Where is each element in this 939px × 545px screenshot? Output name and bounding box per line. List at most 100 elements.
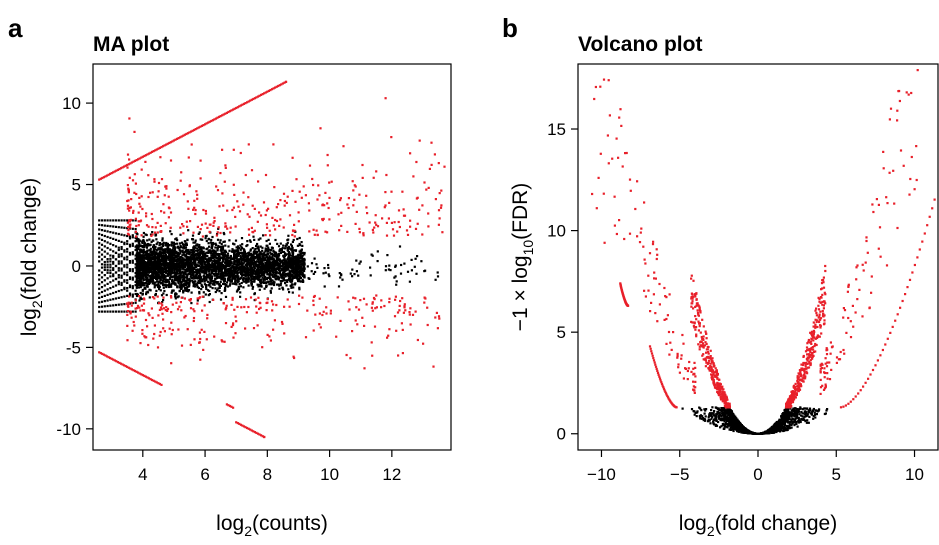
ma-point-nonsig [117,232,120,236]
ma-point-nonsig [219,280,222,283]
ma-point-nonsig [303,269,306,273]
ma-point-nonsig [209,279,212,282]
ma-point-nonsig [256,272,260,275]
ma-point-nonsig [143,287,146,290]
ma-point-sig [232,206,235,209]
ma-point-nonsig [148,253,151,257]
ma-point-nonsig [255,244,258,247]
ma-point-nonsig [100,243,104,246]
ma-point-sig [302,185,305,188]
ma-point-nonsig [208,257,211,260]
ma-point-nonsig [261,276,264,279]
ma-point-nonsig [219,284,222,287]
ma-point-nonsig [123,286,126,289]
ma-point-nonsig [213,280,216,283]
ma-point-nonsig [171,253,175,256]
ma-point-nonsig [286,280,289,283]
ma-point-nonsig [268,267,271,270]
ma-point-nonsig [294,273,298,276]
ma-point-sig [217,226,220,229]
ma-point-sig [126,207,129,210]
ma-point-nonsig [162,275,166,278]
ma-point-nonsig [247,255,250,258]
ma-point-nonsig [144,270,147,273]
ma-point-nonsig [139,279,142,282]
ma-point-sig [330,180,333,183]
ma-point-sig [260,434,263,437]
ma-point-nonsig [228,263,232,267]
ma-point-nonsig [234,279,237,282]
ma-point-nonsig [398,245,402,248]
ma-point-nonsig [194,275,197,278]
ma-point-nonsig [195,283,198,286]
ma-point-sig [288,305,291,308]
ma-point-nonsig [220,269,223,272]
ma-point-nonsig [232,263,235,266]
ma-point-nonsig [240,258,243,261]
ma-point-sig [198,331,201,334]
ma-point-nonsig [299,263,302,266]
ma-point-nonsig [202,291,205,294]
ma-point-nonsig [249,257,252,260]
ma-point-nonsig [235,275,238,278]
ma-point-nonsig [120,246,123,249]
ma-point-nonsig [230,279,233,283]
ma-point-sig [328,196,331,199]
ma-point-nonsig [161,279,164,282]
ma-point-nonsig [252,257,255,260]
ma-point-nonsig [103,245,106,248]
ma-point-nonsig [117,255,120,258]
ma-point-nonsig [164,263,167,266]
ma-point-nonsig [187,281,190,284]
ma-point-nonsig [112,275,115,278]
ma-point-nonsig [264,250,267,253]
ma-point-nonsig [257,259,260,262]
ma-point-sig [138,295,141,298]
ma-point-nonsig [112,260,115,264]
ma-point-nonsig [161,282,164,285]
ma-point-nonsig [269,273,272,276]
ma-point-sig [219,172,222,175]
ma-point-nonsig [263,278,266,281]
ma-point-nonsig [117,253,120,256]
ma-point-nonsig [193,277,196,280]
ma-point-sig [130,368,133,371]
ma-point-nonsig [269,249,272,252]
ma-point-nonsig [134,310,137,313]
ma-point-nonsig [291,253,295,256]
ma-point-nonsig [261,269,264,272]
ma-point-nonsig [250,277,253,280]
ma-point-sig [267,207,270,210]
ma-point-nonsig [223,282,226,285]
ma-point-sig [247,228,250,231]
ma-point-nonsig [158,244,161,247]
ma-point-sig [246,426,249,430]
ma-point-nonsig [233,249,236,252]
ma-point-nonsig [223,233,226,236]
ma-point-nonsig [166,242,169,245]
ma-point-nonsig [123,241,126,244]
ma-point-sig [213,118,216,121]
ma-point-nonsig [399,272,403,275]
ma-point-sig [230,303,233,306]
ma-point-nonsig [109,310,112,313]
ma-point-sig [201,295,204,298]
ma-point-sig [165,306,168,309]
ma-point-nonsig [185,281,188,284]
ma-point-sig [272,224,275,227]
ma-point-nonsig [219,269,222,272]
ma-point-nonsig [226,259,229,262]
ma-point-sig [250,226,253,229]
ma-point-nonsig [175,242,178,245]
ma-point-sig [170,321,173,324]
ma-point-nonsig [179,245,182,248]
ma-point-nonsig [167,264,170,267]
ma-point-nonsig [245,255,248,258]
ma-point-sig [292,355,295,358]
ma-point-nonsig [98,301,101,304]
ma-point-sig [192,316,196,320]
ma-point-sig [426,306,429,309]
ma-point-sig [216,189,220,192]
ma-point-nonsig [233,243,236,246]
ma-point-nonsig [109,257,112,260]
